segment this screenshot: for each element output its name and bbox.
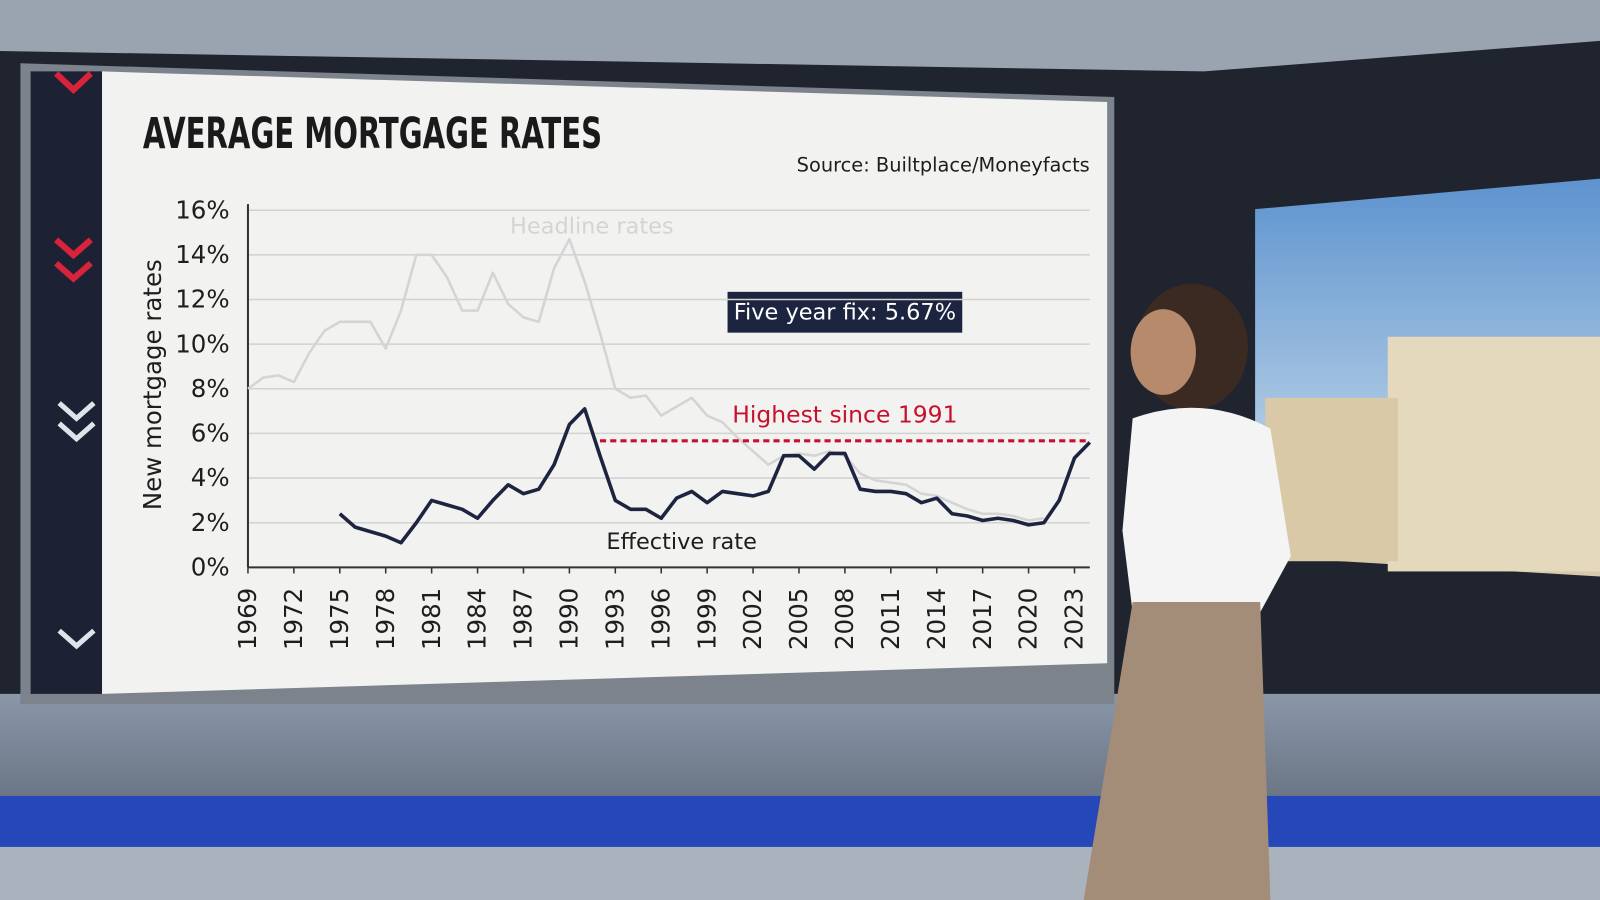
ceiling-panel	[0, 0, 1600, 72]
face	[1130, 309, 1196, 395]
source: Source: Builtplace/Moneyfacts	[797, 153, 1090, 176]
y-tick-label: 4%	[191, 463, 230, 492]
x-tick-label: 1990	[555, 588, 584, 650]
y-tick-label: 6%	[191, 419, 230, 448]
x-tick-label: 1978	[371, 588, 400, 650]
x-tick-label: 2014	[922, 588, 951, 650]
chevron	[54, 260, 93, 283]
x-tick-label: 1981	[417, 588, 446, 650]
series-label: Effective rate	[606, 529, 757, 555]
y-tick-label: 0%	[191, 553, 230, 582]
chevron	[54, 237, 93, 260]
x-tick-label: 2005	[784, 588, 813, 650]
chevrons-light	[57, 401, 96, 650]
x-tick-label: 2023	[1060, 588, 1089, 650]
chevron	[57, 401, 96, 422]
chevron	[57, 628, 96, 650]
x-tick-label: 1984	[463, 588, 492, 650]
y-tick-label: 12%	[175, 285, 229, 314]
chevron	[57, 421, 96, 443]
y-tick-label: 2%	[191, 508, 230, 537]
y-tick-label: 10%	[175, 329, 229, 358]
series-label: Headline rates	[510, 214, 674, 240]
building	[1387, 336, 1600, 572]
blouse	[1122, 407, 1291, 613]
x-tick-label: 1993	[600, 588, 629, 650]
x-tick-label: 2002	[738, 588, 767, 650]
x-tick-label: 1996	[646, 588, 675, 650]
y-tick-label: 14%	[175, 240, 229, 269]
chart-title: AVERAGE MORTGAGE RATES	[143, 109, 602, 159]
x-tick-label: 2011	[876, 588, 905, 650]
board-strip	[30, 71, 103, 694]
building-wing	[1265, 397, 1398, 562]
reference-label: Highest since 1991	[732, 400, 957, 428]
x-tick-label: 1999	[692, 588, 721, 650]
x-tick-label: 1972	[279, 588, 308, 650]
blue-light-strip	[0, 795, 1600, 847]
presenter	[1083, 283, 1291, 900]
callout: Five year fix: 5.67%	[734, 299, 956, 325]
x-tick-label: 1975	[325, 588, 354, 650]
board	[102, 71, 1108, 694]
x-tick-label: 2020	[1014, 588, 1043, 650]
chevrons	[54, 71, 93, 283]
series-line	[247, 237, 1045, 522]
floor	[0, 846, 1600, 900]
series-line	[338, 407, 1092, 545]
skirt	[1083, 602, 1271, 900]
x-tick-label: 1969	[233, 588, 262, 650]
x-tick-label: 2008	[830, 588, 859, 650]
y-tick-label: 16%	[175, 195, 229, 224]
y-axis-label: New mortgage rates	[138, 259, 167, 510]
y-tick-label: 8%	[191, 374, 230, 403]
x-tick-label: 1987	[509, 588, 538, 650]
callout-box	[727, 291, 963, 333]
x-tick-label: 2017	[968, 588, 997, 650]
chevron	[54, 71, 93, 94]
chart: AVERAGE MORTGAGE RATES Source: Builtplac…	[138, 109, 1092, 650]
